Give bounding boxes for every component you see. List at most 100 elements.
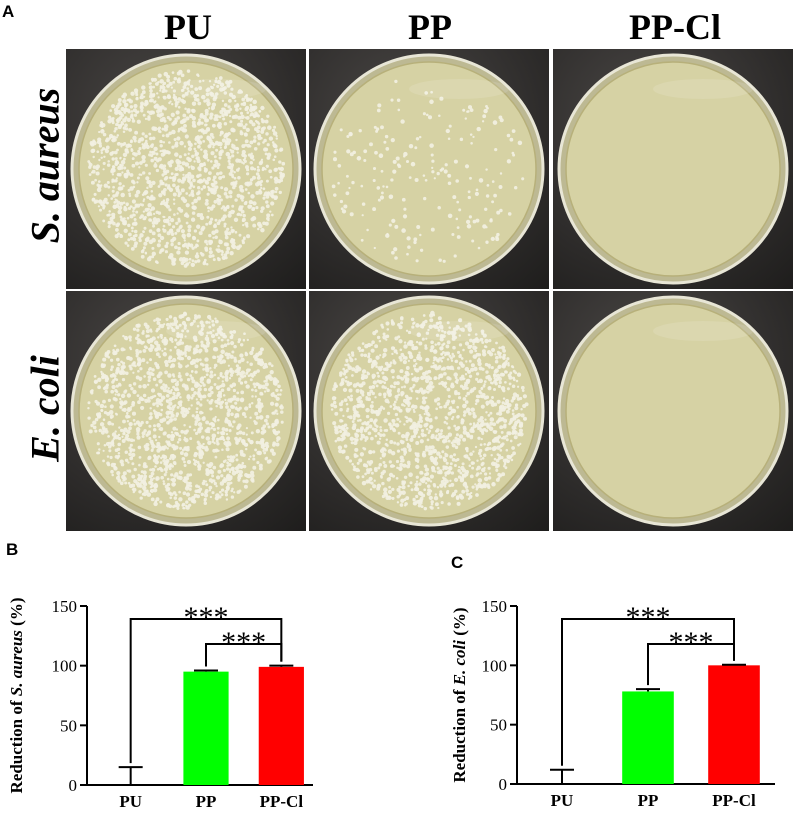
colony: [276, 436, 281, 441]
colony: [345, 426, 349, 430]
colony: [249, 439, 254, 445]
colony: [460, 363, 465, 368]
colony: [174, 143, 179, 148]
colony: [449, 406, 453, 409]
colony: [426, 477, 431, 482]
colony: [124, 116, 128, 120]
colony: [135, 375, 140, 380]
colony: [138, 484, 143, 488]
colony: [213, 347, 219, 352]
colony: [388, 223, 392, 227]
colony: [96, 413, 102, 419]
colony: [438, 320, 442, 325]
colony: [385, 321, 390, 326]
colony: [463, 481, 467, 486]
colony: [391, 375, 395, 379]
colony: [173, 404, 177, 407]
colony: [444, 435, 450, 440]
colony: [343, 204, 348, 209]
y-tick-label: 150: [52, 597, 78, 616]
colony: [443, 482, 447, 485]
colony: [467, 369, 471, 373]
colony: [111, 116, 115, 120]
colony: [235, 138, 238, 142]
colony: [395, 156, 400, 161]
colony: [227, 213, 232, 218]
colony: [459, 137, 464, 142]
colony: [438, 454, 443, 459]
colony: [396, 466, 399, 470]
colony: [211, 323, 215, 327]
colony: [161, 173, 165, 177]
colony: [436, 171, 440, 176]
colony: [415, 259, 419, 263]
colony: [148, 255, 152, 259]
colony: [205, 373, 209, 377]
colony: [340, 419, 344, 423]
colony: [409, 437, 414, 442]
colony: [191, 211, 196, 215]
colony: [451, 336, 456, 341]
colony: [231, 244, 237, 250]
bar-ppcl: [708, 665, 760, 784]
colony: [403, 385, 406, 389]
colony: [279, 178, 284, 183]
colony: [163, 473, 167, 477]
x-tick-label: PP: [196, 792, 217, 811]
colony: [278, 190, 282, 195]
colony: [431, 170, 435, 174]
colony: [218, 239, 223, 245]
colony: [165, 393, 170, 398]
colony: [221, 427, 226, 432]
colony: [131, 229, 134, 233]
colony: [454, 376, 458, 380]
colony: [147, 115, 151, 119]
colony: [232, 388, 236, 393]
colony: [520, 385, 525, 390]
colony: [388, 485, 391, 489]
colony: [151, 180, 156, 185]
colony: [485, 411, 488, 414]
colony: [205, 469, 211, 475]
colony: [400, 433, 406, 439]
y-tick-label: 0: [499, 775, 508, 794]
colony: [114, 233, 119, 239]
colony: [399, 321, 404, 325]
colony: [102, 168, 105, 171]
colony: [462, 108, 466, 112]
colony: [113, 150, 118, 155]
colony: [385, 147, 390, 151]
colony: [171, 225, 176, 229]
colony: [200, 340, 204, 344]
colony: [516, 372, 522, 377]
colony: [375, 127, 380, 131]
colony: [199, 451, 205, 456]
colony: [493, 430, 498, 435]
colony: [372, 207, 377, 212]
colony: [221, 478, 226, 483]
colony: [438, 114, 441, 117]
colony: [106, 213, 110, 217]
colony: [342, 387, 348, 393]
colony: [370, 409, 375, 414]
colony: [494, 359, 499, 364]
colony: [221, 99, 225, 103]
colony: [160, 399, 164, 402]
colony: [178, 340, 182, 344]
colony: [140, 173, 143, 176]
colonies: [331, 79, 525, 263]
colony: [445, 445, 450, 449]
colony: [427, 115, 433, 120]
colony: [109, 109, 113, 112]
colony: [374, 434, 378, 438]
colony: [455, 433, 459, 437]
colony: [156, 404, 159, 408]
colony: [437, 377, 441, 380]
colony: [478, 448, 483, 453]
colony: [358, 349, 362, 353]
colony: [166, 151, 169, 154]
colony: [159, 500, 163, 504]
colony: [151, 143, 154, 147]
colony: [172, 192, 177, 197]
colony: [262, 187, 266, 191]
